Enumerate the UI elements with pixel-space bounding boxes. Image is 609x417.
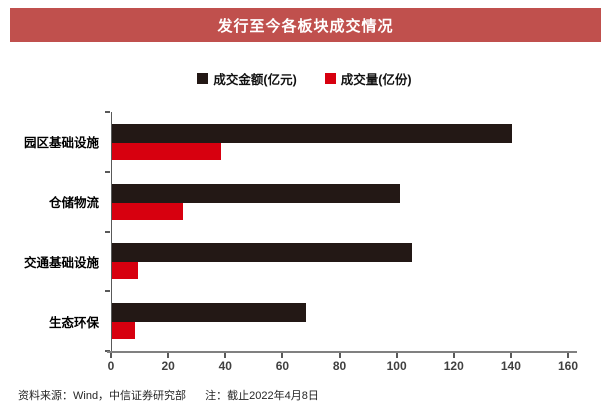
x-tick-label: 20 <box>161 359 175 373</box>
amount-bar <box>112 303 307 323</box>
legend-label: 成交量(亿份) <box>340 73 412 87</box>
volume-bar <box>112 322 135 340</box>
x-tick <box>395 353 398 358</box>
date-note: 注：截止2022年4月8日 <box>205 390 319 402</box>
y-tick <box>105 111 110 113</box>
x-tick-label: 100 <box>386 359 407 373</box>
y-tick <box>105 290 110 293</box>
source-note: 资料来源：Wind，中信证券研究部 <box>18 390 187 402</box>
bar-row <box>112 112 569 172</box>
x-tick <box>281 353 284 358</box>
category-label: 仓储物流 <box>48 196 99 211</box>
amount-bar <box>112 123 512 143</box>
x-tick-label: 120 <box>443 359 464 373</box>
x-tick <box>167 353 170 358</box>
bar-row <box>112 172 569 232</box>
x-tick <box>224 353 227 358</box>
x-tick-label: 0 <box>107 359 115 373</box>
x-tick-label: 80 <box>332 359 347 373</box>
volume-bar <box>112 142 221 160</box>
y-tick <box>105 170 110 173</box>
x-axis-line <box>107 351 577 353</box>
footer: 资料来源：Wind，中信证券研究部 注：截止2022年4月8日 <box>18 387 319 403</box>
category-label: 生态环保 <box>48 315 99 330</box>
volume-bar <box>112 202 184 220</box>
bar-row <box>112 291 569 351</box>
amount-bar <box>112 183 401 203</box>
legend-swatch-icon <box>197 73 209 84</box>
x-tick-label: 160 <box>557 359 579 373</box>
plot-area <box>111 112 569 351</box>
chart-title: 发行至今各板块成交情况 <box>217 17 394 35</box>
x-tick-label: 40 <box>218 359 232 373</box>
x-tick <box>452 353 455 358</box>
volume-bar <box>112 262 138 280</box>
category-axis: 园区基础设施仓储物流交通基础设施生态环保 <box>0 112 104 351</box>
legend-swatch-icon <box>324 73 336 84</box>
bar-row <box>112 232 569 292</box>
legend-item-amount: 成交金额(亿元) <box>197 69 297 88</box>
legend-item-volume: 成交量(亿份) <box>324 69 412 88</box>
legend: 成交金额(亿元) 成交量(亿份) <box>0 69 609 88</box>
category-label: 园区基础设施 <box>23 136 99 151</box>
x-tick-label: 60 <box>275 359 290 373</box>
bar-rows <box>112 112 569 351</box>
x-tick <box>567 353 569 358</box>
y-tick <box>105 230 110 233</box>
x-tick <box>509 353 512 358</box>
x-tick <box>338 353 341 358</box>
legend-label: 成交金额(亿元) <box>213 73 297 87</box>
chart-title-banner: 发行至今各板块成交情况 <box>10 8 601 42</box>
amount-bar <box>112 243 412 263</box>
x-tick-label: 140 <box>500 359 521 373</box>
x-tick <box>110 353 112 358</box>
category-label: 交通基础设施 <box>23 255 99 270</box>
